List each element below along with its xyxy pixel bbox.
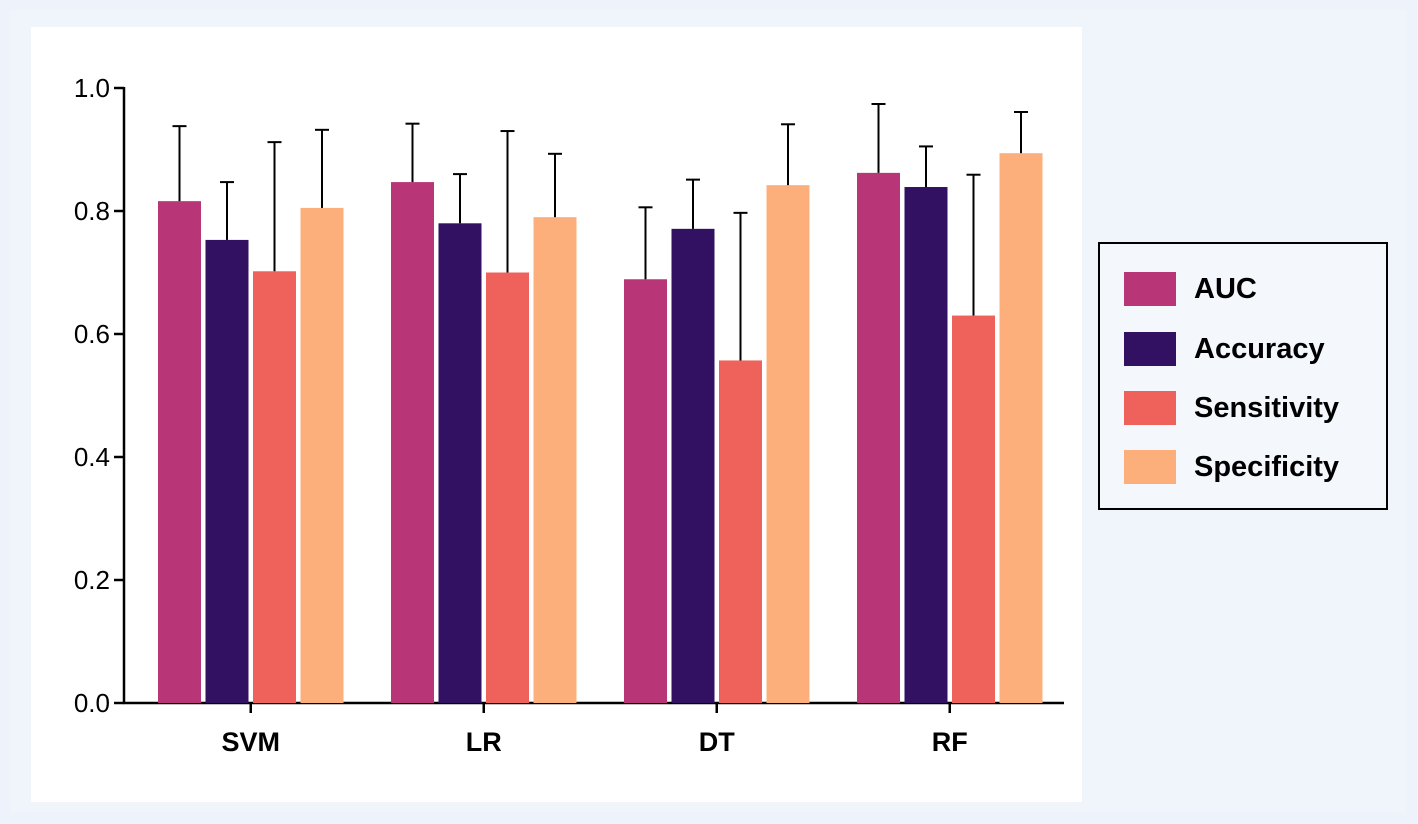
legend-swatch-sensitivity [1124, 391, 1176, 425]
legend-swatch-accuracy [1124, 332, 1176, 366]
legend-item-sensitivity: Sensitivity [1124, 390, 1339, 426]
bar-lr-sensitivity [486, 272, 529, 703]
error-bars [172, 102, 1028, 361]
y-tick-label: 0.0 [74, 688, 110, 718]
x-tick-label-lr: LR [466, 727, 502, 757]
bar-dt-specificity [766, 185, 810, 704]
y-tick-label: 0.8 [74, 196, 110, 226]
bar-rf-specificity [999, 153, 1043, 703]
bars [158, 153, 1043, 704]
legend-item-auc: AUC [1124, 271, 1257, 307]
x-tick-label-svm: SVM [221, 727, 280, 757]
bar-dt-sensitivity [719, 360, 762, 703]
bar-svm-specificity [300, 207, 344, 704]
bar-svm-sensitivity [253, 271, 296, 703]
bar-rf-sensitivity [952, 315, 995, 703]
legend-label-auc: AUC [1194, 272, 1257, 305]
bar-rf-auc [857, 172, 900, 703]
bar-lr-auc [391, 182, 434, 704]
legend-label-specificity: Specificity [1194, 450, 1340, 483]
y-tick-label: 0.2 [74, 565, 110, 595]
axis-labels: 0.0 0.2 0.4 0.6 0.8 1.0 SVM LR DT RF [74, 73, 968, 757]
x-tick-label-dt: DT [699, 727, 735, 757]
bar-rf-accuracy [904, 187, 948, 703]
y-tick-label: 0.6 [74, 319, 110, 349]
bar-dt-auc [624, 279, 667, 703]
bar-lr-specificity [533, 217, 577, 703]
bar-dt-accuracy [671, 228, 715, 703]
legend-label-accuracy: Accuracy [1194, 332, 1325, 365]
legend-item-specificity: Specificity [1124, 449, 1339, 485]
legend-label-sensitivity: Sensitivity [1194, 391, 1340, 424]
legend-swatch-specificity [1124, 450, 1176, 484]
legend-item-accuracy: Accuracy [1124, 331, 1325, 367]
bar-svm-auc [158, 201, 201, 703]
bar-svm-accuracy [205, 239, 249, 703]
legend: AUC Accuracy Sensitivity Specificity [1098, 242, 1388, 510]
x-tick-label-rf: RF [932, 727, 968, 757]
bar-lr-accuracy [438, 223, 482, 704]
y-tick-label: 0.4 [74, 442, 110, 472]
legend-swatch-auc [1124, 272, 1176, 306]
y-tick-label: 1.0 [74, 73, 110, 103]
